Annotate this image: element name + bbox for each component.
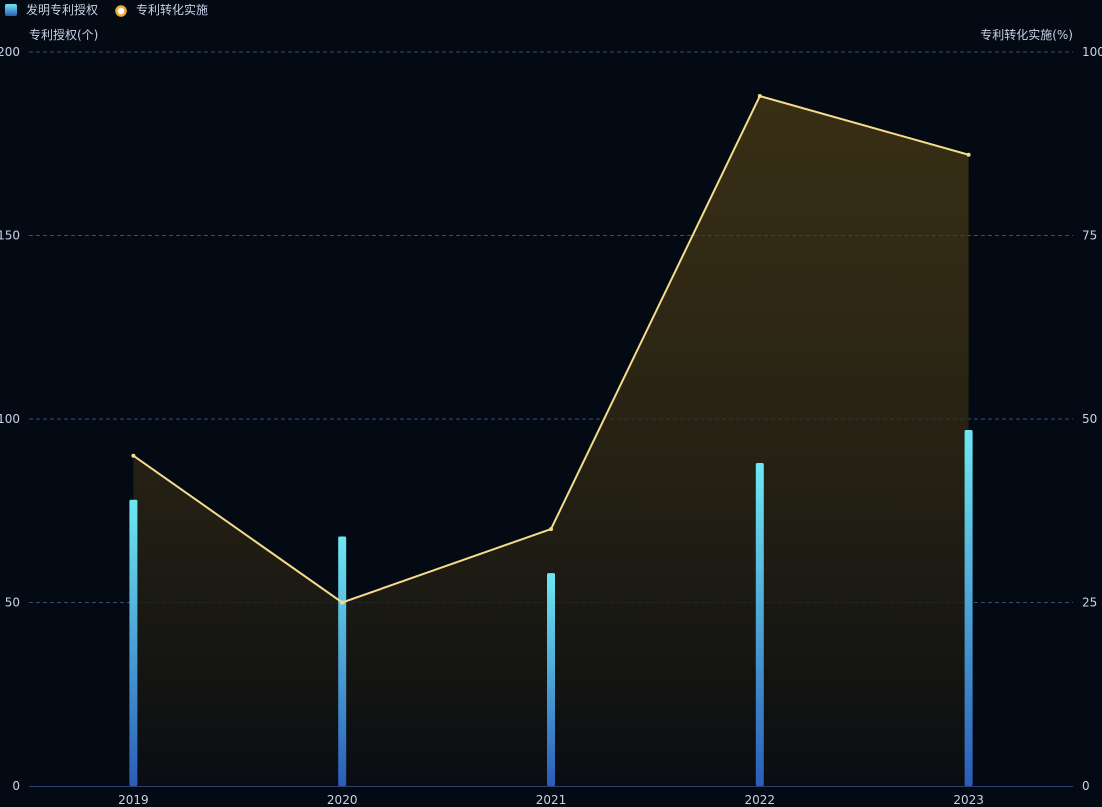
left-tick-label: 50 xyxy=(5,596,20,610)
line-point-2023[interactable] xyxy=(966,152,971,157)
line-series xyxy=(131,94,971,605)
left-axis-title: 专利授权(个) xyxy=(29,27,98,42)
bar-2020[interactable] xyxy=(338,536,347,786)
line-point-2021[interactable] xyxy=(549,527,553,532)
x-tick-label: 2022 xyxy=(745,793,776,807)
legend-item-patent-grant[interactable]: 发明专利授权 xyxy=(5,2,98,17)
x-tick-label: 2023 xyxy=(953,793,984,807)
legend-label-patent-transfer: 专利转化实施 xyxy=(136,2,208,17)
line-point-2020[interactable] xyxy=(340,600,345,605)
left-tick-label: 100 xyxy=(0,412,20,426)
left-tick-label: 150 xyxy=(0,229,20,243)
left-tick-label: 0 xyxy=(12,779,20,793)
line-point-2019[interactable] xyxy=(131,453,136,458)
bar-series xyxy=(129,430,973,786)
x-tick-label: 2019 xyxy=(118,793,149,807)
right-axis-title: 专利转化实施(%) xyxy=(980,27,1073,42)
right-tick-label: 0 xyxy=(1082,779,1090,793)
right-tick-label: 50 xyxy=(1082,412,1097,426)
x-tick-label: 2021 xyxy=(536,793,567,807)
bar-2023[interactable] xyxy=(964,430,973,786)
x-tick-label: 2020 xyxy=(327,793,358,807)
legend: 发明专利授权 专利转化实施 xyxy=(5,2,208,17)
legend-label-patent-grant: 发明专利授权 xyxy=(26,2,98,17)
bar-2022[interactable] xyxy=(755,463,764,786)
tick-labels: 0 50 100 150 200 0 25 50 75 100 2019 2020 2021 2022 20… xyxy=(0,45,1102,807)
left-tick-label: 200 xyxy=(0,45,20,59)
bar-2019[interactable] xyxy=(129,499,138,786)
right-tick-label: 100 xyxy=(1082,45,1102,59)
right-tick-label: 25 xyxy=(1082,596,1097,610)
legend-bar-marker xyxy=(5,4,17,16)
legend-item-patent-transfer[interactable]: 专利转化实施 xyxy=(115,2,209,17)
right-tick-label: 75 xyxy=(1082,229,1097,243)
legend-line-marker xyxy=(115,5,127,17)
bar-2021[interactable] xyxy=(547,573,555,786)
line-point-2022[interactable] xyxy=(757,94,762,99)
